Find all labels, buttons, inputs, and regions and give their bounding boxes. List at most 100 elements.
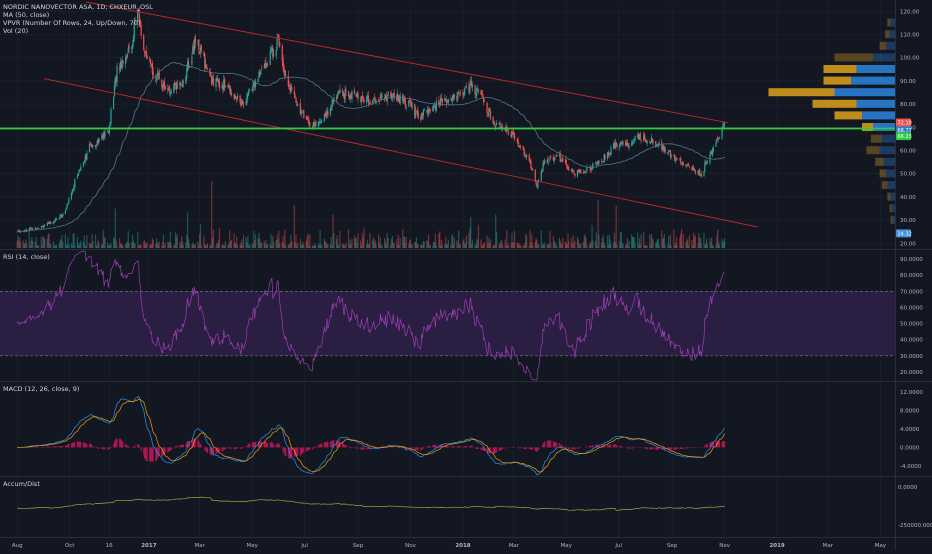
candle-body <box>225 87 226 88</box>
candle-body <box>486 103 487 113</box>
volume-bar <box>38 246 39 248</box>
candle-body <box>260 70 261 74</box>
candle-body <box>695 171 696 173</box>
candle-body <box>122 61 123 63</box>
vpvr-legend[interactable]: VPVR (Number Of Rows, 24, Up/Down, 70) <box>3 19 153 27</box>
candle-body <box>295 98 296 103</box>
macd-tick-label: -4.0000 <box>900 464 922 470</box>
macd-histogram-bar <box>303 447 304 452</box>
candle-body <box>635 136 636 140</box>
candle-body <box>517 140 518 144</box>
x-tick-label: Oct <box>65 543 75 549</box>
volume-profile-up-bar <box>880 146 895 154</box>
volume-profile-up-bar <box>857 100 896 108</box>
candle-body <box>541 171 542 181</box>
volume-bar <box>671 246 672 248</box>
volume-bar <box>369 233 370 248</box>
rsi-tick-label: 20.0000 <box>900 370 923 376</box>
candle-body <box>481 93 482 94</box>
price-tick-label: 20.00 <box>900 241 916 247</box>
candle-body <box>32 228 33 229</box>
volume-bar <box>520 245 521 248</box>
candle-body <box>351 91 352 99</box>
macd-histogram-bar <box>183 444 184 447</box>
candle-body <box>585 172 586 173</box>
volume-bar <box>110 243 111 248</box>
macd-histogram-bar <box>86 444 87 447</box>
candle-body <box>59 217 60 219</box>
volume-bar <box>201 245 202 248</box>
candle-body <box>548 158 549 161</box>
candle-body <box>532 169 533 170</box>
volume-bar <box>478 225 479 248</box>
macd-histogram-bar <box>50 447 51 448</box>
candle-body <box>644 134 645 139</box>
macd-label[interactable]: MACD (12, 26, close, 9) <box>3 385 79 393</box>
candle-body <box>538 180 539 181</box>
rsi-tick-label: 60.0000 <box>900 305 923 311</box>
candle-body <box>146 51 147 57</box>
macd-histogram-bar <box>165 447 166 453</box>
candle-body <box>291 87 292 90</box>
candle-body <box>394 93 395 97</box>
accum-label[interactable]: Accum/Dist <box>3 480 40 488</box>
macd-histogram-bar <box>267 444 268 448</box>
candle-body <box>703 171 704 176</box>
macd-histogram-bar <box>285 447 286 456</box>
rsi-label[interactable]: RSI (14, close) <box>3 253 50 261</box>
macd-histogram-bar <box>550 441 551 448</box>
candle-body <box>477 89 478 90</box>
macd-histogram-bar <box>351 447 352 448</box>
candle-body <box>219 82 220 89</box>
macd-histogram-bar <box>472 446 473 447</box>
volume-bar <box>309 234 310 248</box>
volume-bar <box>508 245 509 248</box>
ma-legend[interactable]: MA (50, close) <box>3 11 153 19</box>
candle-body <box>294 91 295 94</box>
macd-histogram-bar <box>677 447 678 449</box>
volume-bar <box>592 241 593 248</box>
volume-bar <box>628 241 629 248</box>
x-tick-label: May <box>246 543 258 549</box>
candle-body <box>177 83 178 88</box>
candle-body <box>464 88 465 94</box>
candle-body <box>110 123 111 126</box>
candle-body <box>362 96 363 100</box>
volume-bar <box>183 245 184 248</box>
candle-body <box>206 64 207 67</box>
macd-histogram-bar <box>32 447 33 448</box>
volume-bar <box>153 240 154 248</box>
candle-body <box>261 69 262 70</box>
volume-bar <box>532 245 533 248</box>
x-tick-label: Mar <box>509 543 520 549</box>
candle-body <box>436 101 437 110</box>
candle-body <box>560 154 561 162</box>
volume-bar <box>284 230 285 248</box>
volume-profile-down-bar <box>813 100 857 108</box>
candle-body <box>355 95 356 96</box>
volume-bar <box>375 244 376 248</box>
macd-histogram-bar <box>695 447 696 448</box>
candle-body <box>173 84 174 92</box>
volume-bar <box>388 238 389 248</box>
volume-bar <box>424 241 425 248</box>
volume-bar <box>177 234 178 248</box>
candle-body <box>554 159 555 161</box>
macd-histogram-bar <box>363 447 364 449</box>
macd-histogram-bar <box>423 447 424 448</box>
x-tick-label: Aug <box>12 543 23 549</box>
candle-body <box>520 146 521 147</box>
candle-body <box>659 143 660 144</box>
price-tick-label: 100.00 <box>900 56 920 62</box>
candle-body <box>507 130 508 131</box>
candle-body <box>301 112 302 113</box>
candle-body <box>195 37 196 43</box>
volume-profile-down-bar <box>866 146 879 154</box>
volume-legend[interactable]: Vol (20) <box>3 27 153 35</box>
candle-body <box>719 138 720 139</box>
symbol-title[interactable]: NORDIC NANOVECTOR ASA, 1D, CHXEUR_OSL <box>3 3 153 11</box>
x-tick-label: 2019 <box>769 543 784 549</box>
candle-body <box>609 154 610 155</box>
